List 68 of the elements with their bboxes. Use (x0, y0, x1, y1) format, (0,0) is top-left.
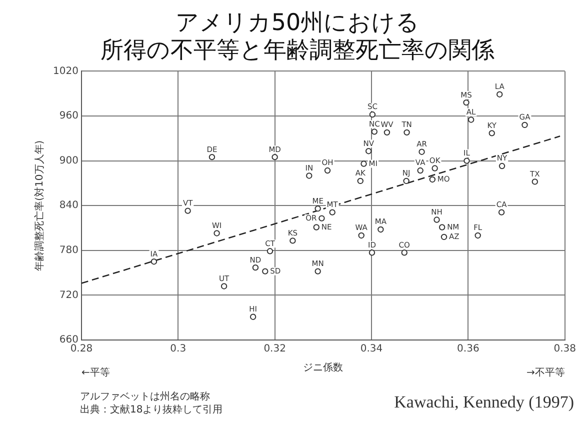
point (262, 268, 268, 274)
point (378, 226, 384, 233)
point (266, 248, 274, 254)
point (464, 158, 470, 164)
point (250, 314, 256, 320)
text: 所得の不平等と年齢調整死亡率の関係 (100, 37, 494, 64)
point (468, 116, 474, 123)
text: Kawachi, Kennedy (1997) (394, 392, 574, 412)
x-tick-label: 0.28 (70, 344, 93, 355)
text: アメリカ50州における (175, 10, 420, 36)
point (371, 128, 378, 135)
point (369, 111, 376, 118)
point (358, 232, 364, 239)
point (366, 148, 372, 154)
y-tick-label: 720 (59, 290, 78, 301)
point (434, 216, 440, 223)
point (208, 154, 216, 160)
point (324, 167, 331, 174)
point (384, 129, 390, 136)
y-axis-title: 年齢調整死亡率(対10万人年) (34, 140, 46, 271)
point (290, 238, 296, 244)
point (496, 91, 503, 98)
point (403, 178, 410, 184)
y-tick-label: 900 (59, 155, 78, 166)
point (360, 160, 367, 167)
point (357, 178, 364, 184)
x-tick-label: 0.32 (264, 344, 286, 355)
text: ←平等 (81, 366, 110, 379)
point (498, 209, 505, 216)
point (401, 250, 408, 256)
point (432, 165, 438, 172)
text: →不平等 (526, 366, 565, 379)
y-tick-label: 840 (59, 200, 78, 212)
x-tick-label: 0.36 (457, 344, 480, 355)
point (438, 224, 446, 230)
point (314, 205, 321, 212)
point (532, 178, 538, 185)
point (220, 283, 228, 290)
point (318, 215, 325, 222)
point (252, 264, 259, 271)
y-tick-label: 1020 (52, 66, 78, 77)
x-tick-label: 0.34 (360, 344, 383, 355)
source-note: 出典：文献18より抜粋して引用 (80, 404, 223, 416)
point (184, 208, 191, 214)
point (150, 258, 158, 265)
point (314, 268, 321, 274)
point (368, 250, 376, 256)
point (306, 172, 312, 179)
point (440, 234, 448, 240)
point (429, 176, 436, 183)
point (329, 209, 336, 216)
x-tick-label: 0.38 (554, 344, 576, 355)
point (417, 167, 424, 174)
y-tick-label: 960 (59, 110, 78, 122)
point (418, 148, 425, 155)
point (522, 122, 528, 128)
x-tick-label: 0.3 (170, 344, 186, 355)
point (404, 129, 410, 136)
point (498, 162, 506, 170)
point (488, 130, 495, 136)
x-axis-title: ジニ係数 (303, 362, 344, 374)
y-tick-label: 780 (59, 244, 78, 256)
point (313, 224, 320, 230)
point (463, 99, 470, 106)
point (272, 154, 278, 160)
point (474, 232, 481, 239)
point (214, 230, 220, 236)
text: アルファベットは州名の略称 (80, 390, 210, 403)
